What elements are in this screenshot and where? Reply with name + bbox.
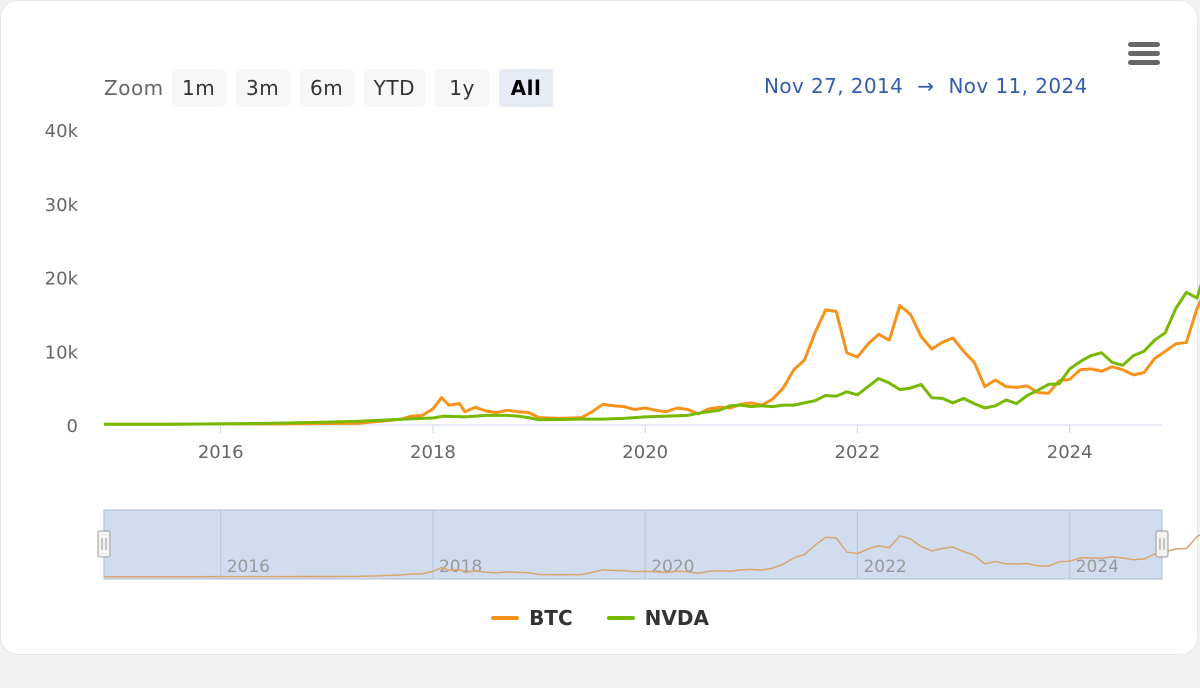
y-tick-label: 20k (45, 269, 79, 290)
zoom-ytd-button[interactable]: YTD (363, 69, 425, 107)
navigator-label: 2020 (651, 557, 694, 577)
range-selector: Zoom 1m 3m 6m YTD 1y All (104, 69, 563, 107)
legend-swatch-btc (491, 616, 520, 620)
navigator-label: 2018 (439, 557, 482, 577)
x-tick-label: 2018 (410, 442, 456, 463)
legend-label-btc: BTC (529, 606, 573, 630)
navigator-right-handle[interactable] (1155, 530, 1169, 558)
date-range: Nov 27, 2014 → Nov 11, 2024 (764, 74, 1088, 98)
zoom-all-button[interactable]: All (499, 69, 553, 107)
legend: BTC NVDA (0, 606, 1200, 630)
navigator-series (104, 533, 1200, 578)
zoom-1y-button[interactable]: 1y (435, 69, 489, 107)
zoom-1m-button[interactable]: 1m (171, 69, 226, 107)
range-to-input[interactable]: Nov 11, 2024 (948, 74, 1088, 98)
navigator-left-handle[interactable] (97, 530, 111, 558)
legend-item-nvda[interactable]: NVDA (606, 606, 709, 630)
navigator-label: 2016 (227, 557, 270, 577)
legend-label-nvda: NVDA (644, 606, 709, 630)
zoom-6m-button[interactable]: 6m (299, 69, 354, 107)
x-tick-label: 2024 (1047, 442, 1093, 463)
arrow-right-icon: → (917, 74, 935, 98)
y-tick-label: 30k (45, 195, 79, 216)
navigator-selection (103, 509, 1163, 580)
navigator-label: 2022 (863, 557, 906, 577)
range-from-input[interactable]: Nov 27, 2014 (764, 74, 904, 98)
x-tick-label: 2016 (198, 442, 244, 463)
hamburger-menu-icon[interactable] (1128, 42, 1160, 68)
legend-item-btc[interactable]: BTC (491, 606, 573, 630)
x-tick-label: 2022 (835, 442, 881, 463)
zoom-label: Zoom (104, 76, 164, 100)
series-line-btc (104, 298, 1200, 426)
y-tick-label: 10k (45, 342, 79, 363)
series-line-nvda (104, 283, 1200, 426)
navigator-label: 2024 (1076, 557, 1119, 577)
y-tick-label: 0 (67, 416, 78, 437)
y-tick-label: 40k (45, 121, 79, 142)
x-tick-label: 2020 (622, 442, 668, 463)
zoom-3m-button[interactable]: 3m (235, 69, 290, 107)
legend-swatch-nvda (606, 616, 635, 620)
